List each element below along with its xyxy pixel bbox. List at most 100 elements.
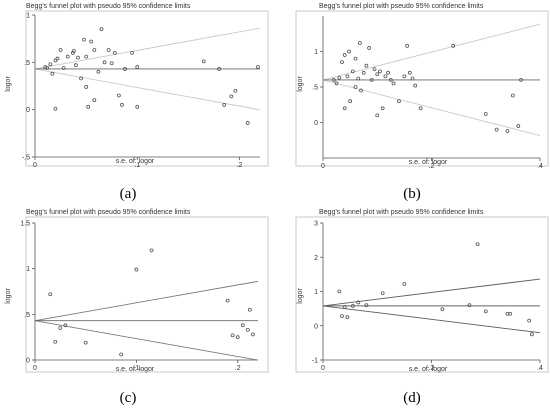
panel-d-ylabel: logor [297,288,304,304]
study-point [86,104,91,109]
x-tick-label: 0 [33,365,37,372]
panel-d-frame [295,216,549,373]
study-point [357,41,362,45]
y-tick-label: 2 [314,255,318,262]
study-point [55,56,60,61]
y-tick-label: 0 [26,358,30,365]
study-point [372,67,377,72]
panel-a-title: Begg's funnel plot with pseudo 95% confi… [26,3,191,10]
study-point [229,94,234,99]
x-tick-label: .1 [134,162,140,169]
panel-b-xlabel: s.e. of: logor [409,159,448,166]
study-point [356,300,361,305]
study-point [475,242,480,247]
study-point [89,39,94,44]
study-point [331,78,336,82]
study-point [48,292,53,297]
panel-c-frame [25,216,269,373]
study-point [82,37,86,42]
study-point [106,48,111,52]
lower-confidence-limit [322,305,541,334]
study-point [240,323,245,328]
lower-confidence-limit [34,320,259,361]
study-point [361,70,366,75]
study-point [337,289,342,294]
study-point [353,85,358,89]
panel-c-title: Begg's funnel plot with pseudo 95% confi… [26,209,191,216]
study-point [225,298,230,303]
study-point [256,65,260,69]
study-point [45,66,50,70]
panel-c-xlabel: s.e. of: logor [116,366,155,373]
study-point [527,318,532,323]
x-tick-label: .4 [537,163,543,170]
study-point [345,74,350,79]
study-point [483,309,488,314]
study-point [63,323,68,328]
study-point [53,339,58,344]
panel-c-ylabel: logor [5,288,12,304]
study-point [84,54,89,59]
study-point [342,305,347,309]
study-point [348,99,353,104]
y-tick-label: .5 [312,85,318,92]
study-point [405,43,409,48]
lower-confidence-limit [322,79,541,136]
panel-b-title: Begg's funnel plot with pseudo 95% confi… [319,3,484,10]
study-point [364,303,369,308]
panel-b: Begg's funnel plot with pseudo 95% confi… [295,3,549,202]
study-point [342,106,347,111]
study-point [79,76,83,81]
panel-b-ylabel: logor [297,76,304,92]
study-point [369,78,374,82]
upper-confidence-limit [322,23,541,81]
study-point [235,335,240,340]
study-point [61,66,66,70]
study-point [53,58,58,63]
study-point [380,291,385,296]
panel-d-xlabel: s.e. of: logor [409,366,448,373]
x-tick-label: .2 [237,162,243,169]
panel-c: Begg's funnel plot with pseudo 95% confi… [5,209,269,406]
y-tick-label: 1 [314,49,318,56]
study-point [364,63,369,68]
study-point [347,49,351,54]
study-point [135,65,140,69]
study-point [251,332,255,337]
study-point [378,69,382,74]
x-tick-label: .2 [235,365,241,372]
study-point [123,67,127,71]
y-tick-label: .5 [24,60,30,67]
study-point [109,61,114,66]
study-point [483,112,488,116]
panel-d-caption: (d) [403,390,421,406]
y-tick-label: 1 [26,266,30,273]
y-tick-label: 1 [26,13,30,20]
study-point [58,48,63,52]
study-point [519,78,523,82]
y-tick-label: -.5 [22,155,30,162]
y-tick-label: .5 [24,312,30,319]
study-point [112,50,117,55]
study-point [451,43,456,48]
upper-confidence-limit [34,27,261,70]
study-point [340,314,344,319]
study-point [418,106,423,111]
study-point [345,315,350,320]
study-point [96,69,101,74]
study-point [48,62,53,67]
study-point [74,63,78,68]
x-tick-label: 0 [33,162,37,169]
study-point [508,311,513,316]
study-point [367,46,372,50]
study-point [65,54,70,59]
x-tick-label: 0 [321,365,325,372]
panel-a: Begg's funnel plot with pseudo 95% confi… [5,3,269,202]
x-tick-label: 0 [321,163,325,170]
study-point [529,332,534,337]
study-point [375,113,380,118]
study-point [50,71,55,76]
study-point [245,327,250,332]
study-point [410,76,415,81]
